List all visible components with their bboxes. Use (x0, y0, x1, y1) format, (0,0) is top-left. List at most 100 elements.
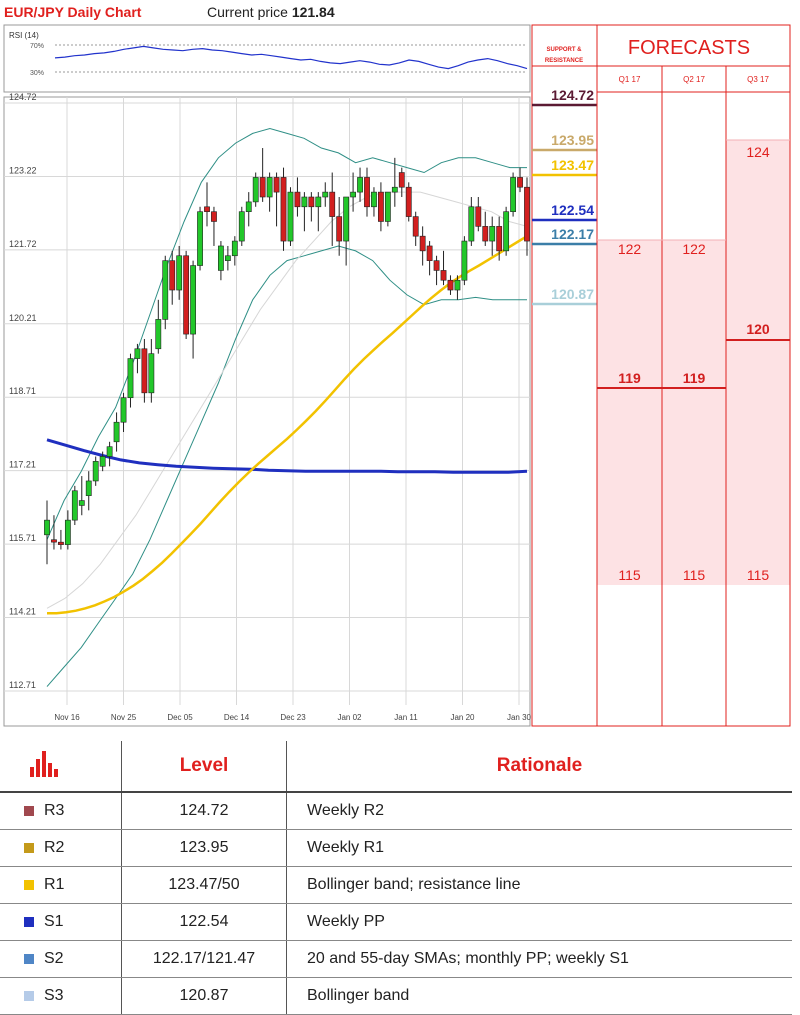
candle-body-up (322, 191, 329, 198)
candle-body-up (454, 279, 461, 291)
candle (412, 211, 419, 246)
level-rationale: Bollinger band; resistance line (286, 866, 792, 904)
candle-body-up (510, 177, 516, 212)
rsi-panel (3, 24, 531, 93)
candle (398, 167, 405, 198)
level-swatch (24, 805, 34, 816)
candle (169, 250, 176, 305)
forecast-quarter-label: Q1 17 (619, 75, 641, 84)
level-swatch (24, 953, 34, 964)
candle-body-up (113, 421, 120, 443)
candle (440, 250, 447, 286)
candle (315, 192, 322, 232)
candle-body-up (231, 240, 238, 257)
forecast-low-label: 115 (618, 567, 641, 583)
candle (517, 167, 523, 193)
candle (426, 241, 433, 276)
candle-body-down (419, 235, 426, 252)
candle-body-down (329, 191, 336, 217)
candle-body-down (496, 226, 503, 252)
candle (447, 275, 454, 295)
candle-body-up (71, 490, 78, 521)
candle-body-up (287, 191, 294, 242)
candle-body-down (405, 186, 412, 217)
candle (204, 182, 210, 227)
y-tick-label: 117.21 (9, 460, 36, 470)
forecast-mid-label: 119 (683, 370, 706, 386)
forecast-high-label: 124 (746, 144, 770, 160)
y-tick-label: 124.72 (9, 92, 37, 102)
candle (273, 172, 280, 227)
candle-body-down (517, 177, 523, 188)
x-tick-label: Dec 23 (280, 713, 306, 722)
candle-body-up (266, 177, 273, 198)
y-tick-label: 112.71 (9, 680, 36, 690)
candle-body-up (92, 461, 99, 482)
x-tick-label: Nov 16 (54, 713, 80, 722)
levels-header-icon-cell (0, 741, 122, 793)
candle (211, 206, 217, 246)
level-swatch (24, 842, 34, 853)
level-value: 122.54 (121, 903, 287, 941)
candle (238, 206, 245, 246)
candle (252, 172, 259, 207)
candle (350, 172, 356, 212)
candle-body-up (245, 201, 252, 212)
rsi-level-70: 70% (30, 43, 44, 50)
candle (280, 167, 287, 251)
candle (287, 187, 294, 246)
level-name: S3 (44, 987, 64, 1004)
candle-body-up (315, 196, 322, 208)
candle-body-down (211, 211, 217, 222)
candle (524, 177, 530, 256)
level-rationale: Weekly R1 (286, 829, 792, 867)
candle (162, 255, 169, 330)
candle (64, 510, 71, 550)
forecast-mid-label: 120 (746, 321, 770, 337)
candle-body-down (398, 172, 405, 188)
candle (405, 182, 412, 222)
price-label: Current price (207, 4, 288, 20)
forecast-band (726, 340, 790, 585)
x-tick-label: Dec 05 (167, 713, 193, 722)
level-rationale: Bollinger band (286, 977, 792, 1015)
candle (391, 157, 398, 207)
level-row: R3 124.72 Weekly R2 (0, 792, 792, 830)
forecast-mid-label: 119 (618, 370, 641, 386)
forecast-low-label: 115 (683, 567, 706, 583)
level-name-cell: S2 (0, 940, 122, 978)
candle (190, 260, 196, 359)
candle (329, 172, 336, 246)
candle-body-up (357, 177, 363, 193)
level-rationale: Weekly PP (286, 903, 792, 941)
candle (141, 338, 148, 403)
forecast-band (597, 240, 662, 388)
sr-panel (531, 24, 598, 727)
candle-body-up (64, 519, 71, 545)
candle (489, 216, 496, 256)
candle (433, 255, 440, 286)
candle-body-up (301, 196, 308, 208)
candle (245, 192, 252, 227)
candle-body-up (78, 500, 85, 506)
candle-body-up (503, 211, 510, 252)
level-row: R2 123.95 Weekly R1 (0, 829, 792, 867)
level-row: S3 120.87 Bollinger band (0, 977, 792, 1015)
candle-body-up (99, 456, 106, 467)
level-name-cell: S1 (0, 903, 122, 941)
bollinger-lower-line (46, 245, 527, 687)
bar-chart-icon (30, 749, 60, 777)
level-row: S1 122.54 Weekly PP (0, 903, 792, 941)
level-name-cell: R2 (0, 829, 122, 867)
x-tick-label: Jan 20 (450, 713, 475, 722)
forecast-quarter-label: Q2 17 (683, 75, 705, 84)
level-name-cell: R3 (0, 792, 122, 830)
bollinger-upper-line (46, 127, 527, 540)
sr-level-label: 123.95 (551, 132, 594, 148)
candle-body-up (162, 260, 169, 320)
level-name: S2 (44, 950, 64, 967)
candle-body-up (252, 177, 259, 203)
sr-level-label: 122.17 (551, 226, 594, 242)
x-tick-label: Nov 25 (111, 713, 137, 722)
forecast-high-label: 122 (618, 241, 642, 257)
